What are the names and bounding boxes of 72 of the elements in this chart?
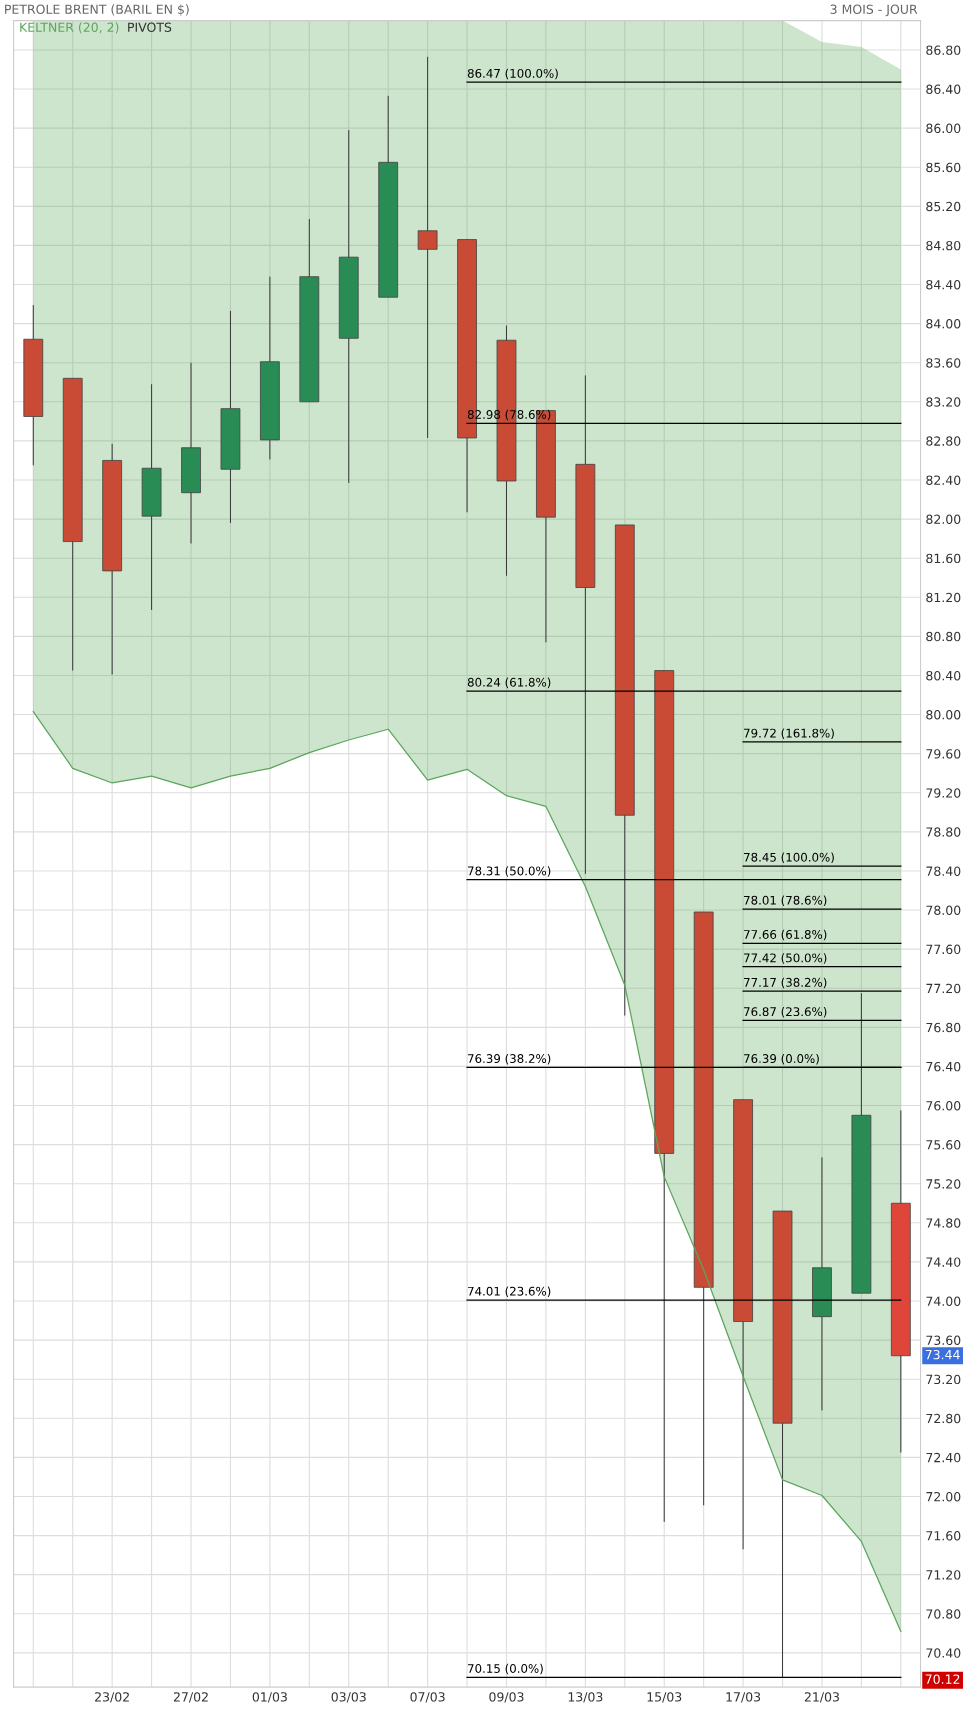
y-tick-label: 86.00: [926, 123, 961, 134]
data-label: 77.66 (61.8%): [744, 929, 827, 941]
y-tick-label: 72.40: [926, 1452, 961, 1463]
y-tick-label: 71.20: [926, 1570, 961, 1580]
x-tick-label: 03/03: [331, 1692, 366, 1703]
y-tick-label: 73.20: [926, 1374, 961, 1385]
x-tick-label: 01/03: [252, 1692, 287, 1703]
y-tick-label: 73.60: [926, 1335, 961, 1346]
x-tick-label: 09/03: [489, 1692, 524, 1703]
y-tick-label: 78.40: [926, 866, 961, 876]
y-tick-label: 75.60: [926, 1140, 961, 1150]
y-tick-label: 85.60: [926, 162, 961, 173]
y-tick-label: 86.80: [926, 45, 961, 55]
data-label: 79.72 (161.8%): [744, 728, 834, 739]
y-tick-label: 76.40: [926, 1061, 961, 1072]
y-tick-label: 76.00: [926, 1101, 961, 1111]
y-tick-label: 85.20: [926, 201, 961, 212]
annotation: 73.44: [925, 1349, 960, 1360]
y-tick-label: 83.60: [926, 358, 961, 368]
chart-subtitle: 3 MOIS - JOUR: [830, 4, 918, 17]
data-label: 86.47 (100.0%): [467, 68, 558, 80]
y-tick-label: 70.80: [926, 1609, 961, 1619]
annotation: PIVOTS: [128, 22, 172, 32]
data-label: 76.39 (38.2%): [468, 1053, 551, 1065]
data-label: 78.31 (50.0%): [468, 866, 551, 877]
y-tick-label: 82.00: [926, 514, 961, 525]
y-tick-label: 77.60: [926, 944, 961, 955]
x-tick-label: 21/03: [804, 1692, 839, 1703]
data-label: 70.15 (0.0%): [468, 1663, 543, 1675]
y-tick-label: 83.20: [926, 397, 961, 407]
y-tick-label: 75.20: [926, 1179, 961, 1189]
data-label: 77.42 (50.0%): [744, 953, 827, 964]
x-tick-label: 13/03: [568, 1692, 603, 1703]
y-tick-label: 74.40: [926, 1257, 961, 1267]
x-tick-label: 15/03: [647, 1692, 682, 1703]
y-tick-label: 72.00: [926, 1491, 961, 1502]
annotation: 70.12: [925, 1674, 960, 1684]
text: KELTNER (20, 2): [20, 22, 119, 34]
x-tick-label: 07/03: [410, 1692, 445, 1703]
y-tick-label: 86.40: [926, 84, 961, 94]
y-tick-label: 81.60: [926, 553, 961, 564]
y-tick-label: 84.40: [926, 279, 961, 290]
y-tick-label: 84.00: [926, 319, 961, 329]
y-tick-label: 82.80: [926, 436, 961, 446]
data-label: 76.39 (0.0%): [744, 1053, 819, 1065]
y-tick-label: 76.80: [926, 1022, 961, 1033]
x-tick-label: 17/03: [726, 1692, 761, 1703]
data-label: 78.45 (100.0%): [744, 852, 834, 864]
y-tick-label: 82.40: [926, 475, 961, 485]
data-label: 74.01 (23.6%): [468, 1286, 551, 1298]
y-tick-label: 84.80: [926, 240, 961, 251]
y-tick-label: 80.00: [926, 710, 961, 720]
y-tick-label: 72.80: [926, 1413, 961, 1424]
y-tick-label: 80.80: [926, 631, 961, 642]
y-tick-label: 70.40: [926, 1648, 961, 1658]
x-tick-label: 27/02: [173, 1692, 208, 1703]
y-tick-label: 79.20: [926, 788, 961, 798]
data-label: 80.24 (61.8%): [467, 677, 551, 689]
y-tick-label: 74.80: [926, 1218, 961, 1228]
x-tick-label: 23/02: [95, 1692, 129, 1703]
y-tick-label: 79.60: [926, 749, 961, 759]
y-tick-label: 78.00: [926, 905, 961, 915]
y-tick-label: 81.20: [926, 592, 961, 603]
chart-title: PETROLE BRENT (BARIL EN $): [5, 4, 189, 16]
y-tick-label: 77.20: [926, 983, 961, 994]
data-label: 78.01 (78.6%): [744, 895, 827, 907]
data-label: 77.17 (38.2%): [744, 977, 827, 989]
y-tick-label: 74.00: [926, 1296, 961, 1306]
data-label: 76.87 (23.6%): [744, 1007, 827, 1018]
y-tick-label: 78.80: [926, 827, 961, 837]
y-tick-label: 71.60: [926, 1531, 961, 1541]
y-tick-label: 80.40: [926, 670, 961, 681]
